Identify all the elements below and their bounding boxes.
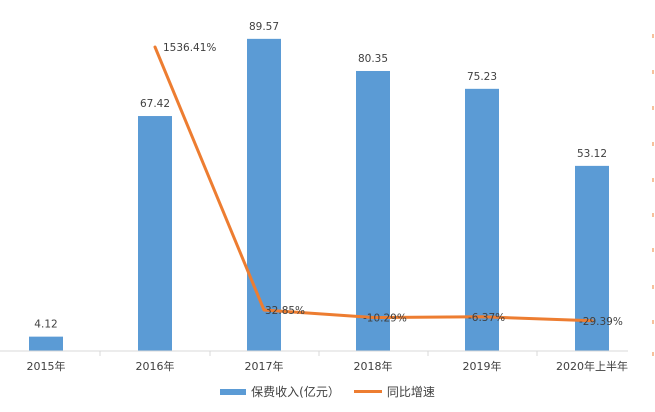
- x-tick-label: 2017年: [245, 359, 284, 373]
- bar-value-label: 75.23: [467, 71, 497, 83]
- x-axis-labels: 2015年 2016年 2017年 2018年 2019年 2020年上半年: [27, 359, 629, 373]
- secondary-axis-ticks: [652, 34, 654, 356]
- bar-series: [29, 38, 609, 352]
- bar-swatch-icon: [220, 388, 247, 395]
- line-value-label: 32.85%: [265, 305, 305, 317]
- line-swatch-icon: [353, 390, 382, 393]
- legend-item-premium[interactable]: 保费收入(亿元）: [220, 383, 340, 400]
- line-value-label: -10.29%: [363, 312, 407, 324]
- bar-3: [356, 70, 390, 351]
- line-value-label: 1536.41%: [163, 42, 216, 54]
- bar-value-label: 4.12: [34, 319, 57, 331]
- x-tick-label: 2019年: [463, 359, 502, 373]
- x-tick-label: 2018年: [354, 359, 393, 373]
- x-axis-ticks: [99, 351, 538, 356]
- x-tick-label: 2015年: [27, 359, 66, 373]
- line-value-label: -6.37%: [468, 312, 505, 324]
- legend: 保费收入(亿元） 同比增速: [0, 383, 655, 400]
- bar-1: [138, 116, 172, 352]
- x-tick-label: 2020年上半年: [556, 359, 628, 373]
- bar-value-label: 53.12: [577, 148, 607, 160]
- legend-label-premium: 保费收入(亿元）: [251, 385, 340, 399]
- bar-data-labels: 4.12 67.42 89.57 80.35 75.23 53.12: [34, 21, 607, 331]
- x-tick-label: 2016年: [136, 359, 175, 373]
- growth-rate-line: [153, 45, 594, 323]
- bar-0: [29, 336, 63, 351]
- bar-value-label: 89.57: [249, 21, 279, 33]
- line-data-labels: 1536.41% 32.85% -10.29% -6.37% -29.39%: [163, 42, 623, 328]
- legend-item-growth[interactable]: 同比增速: [348, 383, 435, 400]
- legend-label-growth: 同比增速: [386, 385, 435, 399]
- bar-value-label: 80.35: [358, 53, 388, 65]
- bar-4: [465, 88, 499, 351]
- line-value-label: -29.39%: [579, 316, 623, 328]
- bar-value-label: 67.42: [140, 98, 170, 110]
- bar-2: [247, 38, 281, 352]
